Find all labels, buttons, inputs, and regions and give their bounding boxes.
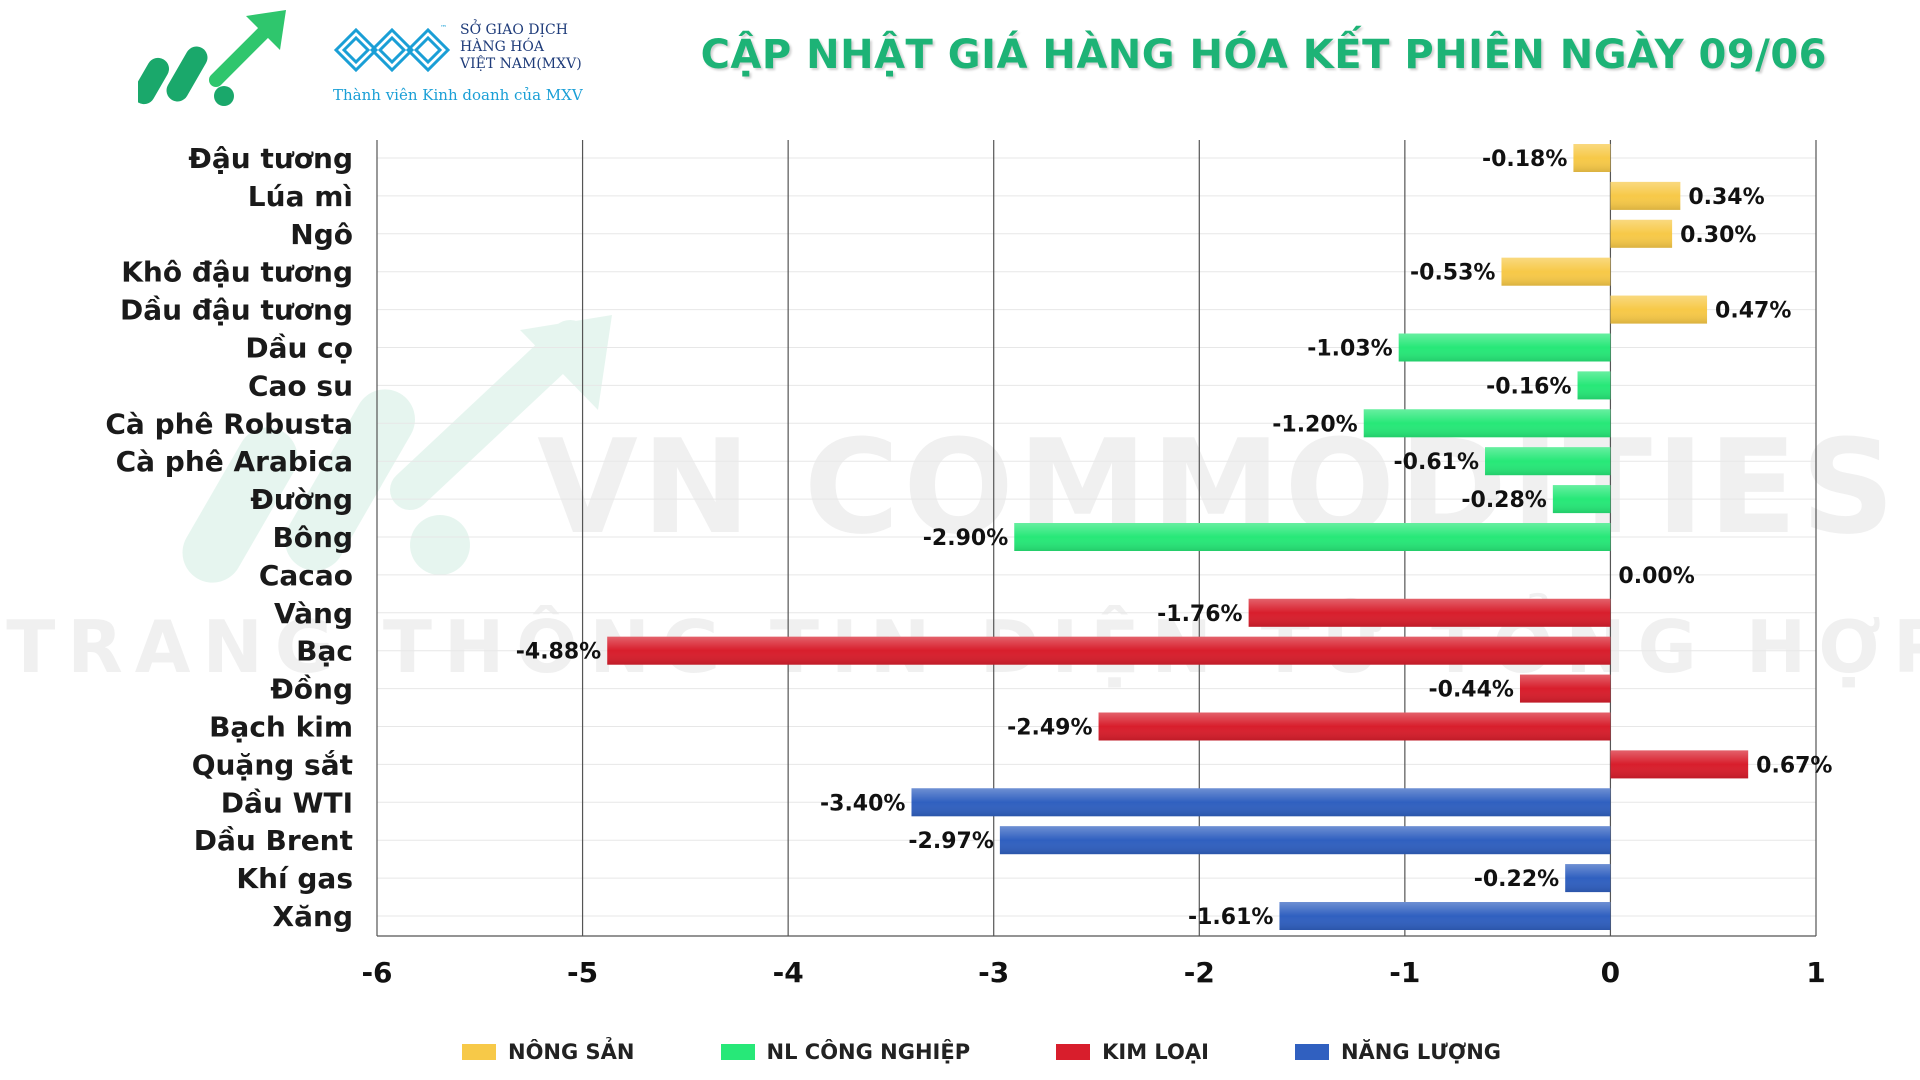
mxv-logo-icon: [333, 27, 451, 73]
value-label: -0.16%: [1486, 374, 1571, 399]
exchange-name-line-2: HÀNG HÓA: [460, 39, 544, 55]
category-label: Dầu cọ: [245, 332, 353, 365]
x-tick-label: -4: [773, 956, 804, 989]
category-label: Khô đậu tương: [121, 256, 353, 289]
category-label: Dầu đậu tương: [120, 294, 353, 327]
bar-shade: [1485, 447, 1611, 476]
value-label: -2.90%: [923, 526, 1008, 551]
value-label: 0.30%: [1680, 223, 1756, 248]
category-label: Quặng sắt: [192, 748, 353, 781]
legend-label-nong-san: NÔNG SẢN: [508, 1040, 635, 1064]
category-label: Đường: [250, 483, 353, 516]
category-label: Cà phê Robusta: [105, 407, 353, 440]
value-label: 0.47%: [1715, 299, 1791, 324]
bar-shade: [1552, 485, 1611, 514]
value-label: -2.97%: [908, 829, 993, 854]
exchange-name-line-3: VIỆT NAM(MXV): [460, 56, 582, 72]
bar-shade: [1501, 257, 1611, 286]
category-label: Lúa mì: [248, 180, 353, 213]
bar-shade: [999, 826, 1611, 855]
value-label: 0.34%: [1688, 185, 1764, 210]
value-label: -1.61%: [1188, 905, 1273, 930]
category-label: Cà phê Arabica: [116, 445, 353, 478]
bar-shade: [1610, 219, 1673, 248]
bar-shade: [1610, 750, 1749, 779]
value-label: -4.88%: [516, 640, 601, 665]
value-label: -1.20%: [1272, 412, 1357, 437]
category-label: Bạch kim: [209, 711, 353, 744]
chart-title: CẬP NHẬT GIÁ HÀNG HÓA KẾT PHIÊN NGÀY 09/…: [700, 32, 1827, 78]
category-label: Bạc: [296, 635, 353, 668]
category-label: Cao su: [248, 369, 353, 402]
trademark-symbol: ™: [440, 24, 447, 32]
bar-shade: [1610, 181, 1681, 210]
category-label: Vàng: [274, 597, 353, 630]
legend-swatch-nong-san: [462, 1044, 496, 1060]
bar-shade: [1248, 598, 1611, 627]
bar-shade: [1610, 295, 1708, 324]
legend-item-nang-luong: NĂNG LƯỢNG: [1294, 1040, 1502, 1064]
value-label: -0.61%: [1394, 450, 1479, 475]
exchange-name-line-1: SỞ GIAO DỊCH: [460, 22, 568, 38]
bar-shade: [1363, 409, 1611, 438]
brand-logo-icon: [138, 10, 286, 106]
category-label: Đồng: [270, 673, 353, 706]
bar-shade: [1519, 674, 1611, 703]
value-label: 0.00%: [1618, 564, 1694, 589]
legend-swatch-kim-loai: [1056, 1044, 1091, 1060]
legend-label-kim-loai: KIM LOẠI: [1102, 1040, 1209, 1064]
value-label: -0.44%: [1429, 678, 1514, 703]
bar-shade: [1098, 712, 1611, 741]
header: ™ SỞ GIAO DỊCH HÀNG HÓA VIỆT NAM(MXV) Th…: [0, 0, 1920, 120]
bar-shade: [1573, 144, 1611, 172]
legend-swatch-nl-cong-nghiep: [720, 1044, 755, 1060]
category-label: Cacao: [259, 559, 353, 592]
exchange-name: SỞ GIAO DỊCH HÀNG HÓA VIỆT NAM(MXV): [460, 22, 582, 73]
legend-item-kim-loai: KIM LOẠI: [1056, 1040, 1209, 1064]
legend-swatch-nang-luong: [1294, 1044, 1329, 1060]
x-tick-label: -2: [1184, 956, 1215, 989]
member-text: Thành viên Kinh doanh của MXV: [333, 86, 583, 104]
legend-label-nl-cong-nghiep: NL CÔNG NGHIỆP: [766, 1040, 971, 1064]
value-label: -0.22%: [1474, 867, 1559, 892]
x-tick-label: -5: [567, 956, 598, 989]
x-tick-label: -6: [361, 956, 392, 989]
x-axis-ticks: -6 -5 -4 -3 -2 -1 0 1: [361, 956, 1825, 989]
bars: [607, 144, 1749, 930]
category-labels: Đậu tương Lúa mì Ngô Khô đậu tương Dầu đậu t…: [105, 142, 353, 933]
value-labels: -0.18% 0.34% 0.30% -0.53% 0.47% -1.03% -0.16% -…: [516, 147, 1833, 930]
watermark-logo-icon: [182, 315, 612, 583]
category-label: Bông: [272, 521, 353, 554]
legend-item-nl-cong-nghiep: NL CÔNG NGHIỆP: [720, 1040, 971, 1064]
legend-item-nong-san: NÔNG SẢN: [462, 1040, 635, 1064]
x-tick-label: -1: [1389, 956, 1420, 989]
bar-chart: VN COMMODITIES TRANG THÔNG TIN ĐIỆN TỬ T…: [6, 140, 1920, 989]
bar-shade: [1014, 523, 1611, 551]
bar-shade: [911, 788, 1611, 817]
value-label: -2.49%: [1007, 716, 1092, 741]
value-label: -0.28%: [1461, 488, 1546, 513]
value-label: -1.03%: [1307, 337, 1392, 362]
legend-label-nang-luong: NĂNG LƯỢNG: [1340, 1040, 1502, 1064]
value-label: -0.18%: [1482, 147, 1567, 172]
bar-shade: [1279, 902, 1611, 930]
category-label: Dầu WTI: [221, 786, 353, 819]
x-tick-label: -3: [978, 956, 1009, 989]
legend: NÔNG SẢN NL CÔNG NGHIỆP KIM LOẠI NĂNG LƯ…: [462, 1040, 1587, 1064]
bar-shade: [1577, 371, 1611, 400]
value-label: -3.40%: [820, 791, 905, 816]
bar-shade: [1398, 333, 1611, 362]
value-label: -0.53%: [1410, 261, 1495, 286]
bar-shade: [1565, 864, 1611, 893]
x-tick-label: 1: [1806, 956, 1825, 989]
category-label: Ngô: [290, 218, 353, 251]
category-label: Khí gas: [236, 862, 353, 895]
value-label: -1.76%: [1157, 602, 1242, 627]
category-label: Xăng: [273, 900, 353, 933]
x-tick-label: 0: [1601, 956, 1620, 989]
value-label: 0.67%: [1756, 753, 1832, 778]
bar-shade: [607, 636, 1611, 665]
category-label: Đậu tương: [188, 142, 353, 175]
category-label: Dầu Brent: [194, 824, 353, 857]
